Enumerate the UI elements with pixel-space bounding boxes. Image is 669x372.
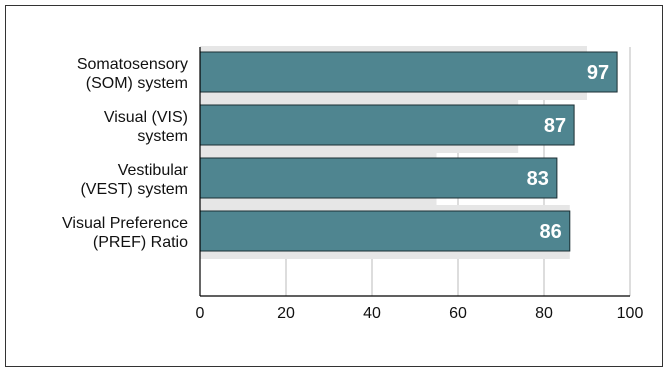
x-tick-label: 80 <box>535 305 553 322</box>
data-label: 86 <box>540 221 562 243</box>
bar <box>200 105 574 145</box>
x-tick-label: 0 <box>196 305 205 322</box>
x-tick-label: 20 <box>277 305 295 322</box>
x-tick-label: 100 <box>617 305 644 322</box>
bar <box>200 211 570 251</box>
data-label: 87 <box>544 115 566 137</box>
data-label: 83 <box>527 168 549 190</box>
bar <box>200 158 557 198</box>
data-label: 97 <box>587 62 609 84</box>
bar <box>200 52 617 92</box>
x-tick-label: 60 <box>449 305 467 322</box>
x-tick-label: 40 <box>363 305 381 322</box>
